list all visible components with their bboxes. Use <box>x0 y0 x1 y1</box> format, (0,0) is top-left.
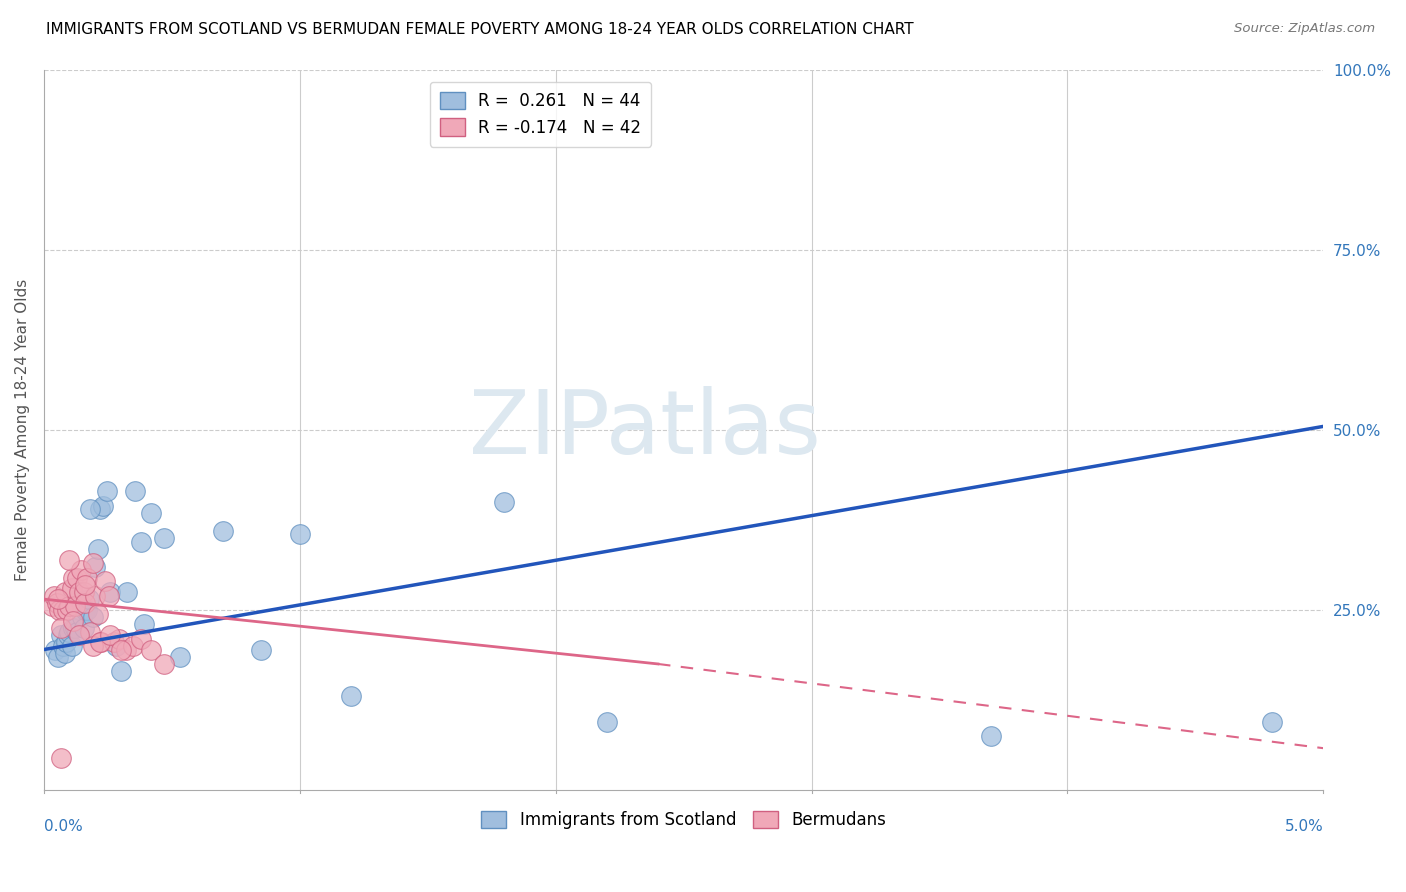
Point <box>67 592 90 607</box>
Text: Source: ZipAtlas.com: Source: ZipAtlas.com <box>1234 22 1375 36</box>
Point <box>42 589 65 603</box>
Point <box>51 621 73 635</box>
Point <box>46 649 69 664</box>
Point <box>66 624 89 639</box>
Point <box>288 527 311 541</box>
Point <box>129 534 152 549</box>
Point <box>70 610 93 624</box>
Point <box>132 617 155 632</box>
Point <box>62 621 84 635</box>
Point <box>72 621 94 635</box>
Point <box>103 635 125 649</box>
Point <box>53 585 76 599</box>
Point <box>82 610 104 624</box>
Point <box>69 603 91 617</box>
Point <box>58 552 80 566</box>
Point <box>141 506 163 520</box>
Text: IMMIGRANTS FROM SCOTLAND VS BERMUDAN FEMALE POVERTY AMONG 18-24 YEAR OLDS CORREL: IMMIGRANTS FROM SCOTLAND VS BERMUDAN FEM… <box>46 22 914 37</box>
Point <box>79 592 101 607</box>
Text: ZIPatlas: ZIPatlas <box>470 386 821 474</box>
Point <box>51 750 73 764</box>
Point <box>90 635 112 649</box>
Point <box>141 642 163 657</box>
Point <box>153 657 176 671</box>
Point <box>84 559 107 574</box>
Point <box>108 632 131 646</box>
Point <box>48 603 70 617</box>
Point <box>75 603 97 617</box>
Point <box>82 556 104 570</box>
Point <box>115 585 138 599</box>
Point <box>60 582 83 596</box>
Point <box>91 499 114 513</box>
Point <box>70 563 93 577</box>
Point <box>62 614 84 628</box>
Point <box>212 524 235 538</box>
Y-axis label: Female Poverty Among 18-24 Year Olds: Female Poverty Among 18-24 Year Olds <box>15 279 30 581</box>
Point <box>75 578 97 592</box>
Point <box>62 570 84 584</box>
Point <box>122 639 145 653</box>
Point <box>124 484 146 499</box>
Point <box>41 599 63 614</box>
Point <box>596 714 619 729</box>
Point <box>100 585 122 599</box>
Point <box>1261 714 1284 729</box>
Point <box>169 649 191 664</box>
Point <box>52 603 75 617</box>
Point <box>82 639 104 653</box>
Point <box>110 664 132 678</box>
Point <box>129 632 152 646</box>
Point <box>79 624 101 639</box>
Point <box>63 599 86 614</box>
Point <box>51 628 73 642</box>
Point <box>46 592 69 607</box>
Point <box>60 639 83 653</box>
Text: 0.0%: 0.0% <box>44 819 83 834</box>
Point <box>340 690 363 704</box>
Point <box>44 642 66 657</box>
Point <box>56 603 79 617</box>
Point <box>58 599 80 614</box>
Point <box>53 646 76 660</box>
Point <box>66 570 89 584</box>
Point <box>104 639 127 653</box>
Point <box>58 628 80 642</box>
Point <box>55 635 77 649</box>
Point <box>110 642 132 657</box>
Point <box>494 495 516 509</box>
Point <box>63 621 86 635</box>
Point <box>153 531 176 545</box>
Text: 5.0%: 5.0% <box>1285 819 1323 834</box>
Point <box>52 639 75 653</box>
Legend: R =  0.261   N = 44, R = -0.174   N = 42: R = 0.261 N = 44, R = -0.174 N = 42 <box>430 82 651 146</box>
Point <box>76 570 98 584</box>
Point <box>98 589 121 603</box>
Point <box>72 585 94 599</box>
Point <box>980 729 1002 743</box>
Point <box>75 596 97 610</box>
Point <box>67 585 90 599</box>
Point <box>58 624 80 639</box>
Point <box>100 628 122 642</box>
Point <box>79 502 101 516</box>
Point <box>96 484 118 499</box>
Point <box>67 628 90 642</box>
Point <box>250 642 273 657</box>
Point <box>87 607 110 621</box>
Point <box>76 603 98 617</box>
Point <box>45 596 67 610</box>
Point <box>84 589 107 603</box>
Point <box>94 574 117 589</box>
Point <box>86 541 108 556</box>
Point <box>89 502 111 516</box>
Point <box>114 642 136 657</box>
Point <box>89 635 111 649</box>
